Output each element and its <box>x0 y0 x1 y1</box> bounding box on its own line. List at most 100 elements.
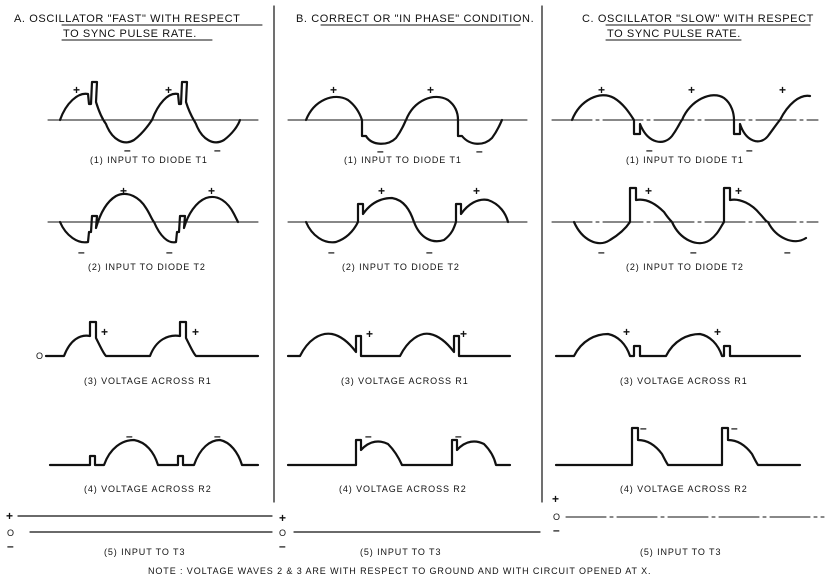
caption: (4) VOLTAGE ACROSS R2 <box>339 484 467 494</box>
plus-label: + <box>460 327 467 341</box>
plus-label: + <box>366 327 373 341</box>
minus-label: – <box>640 421 647 435</box>
panel-a-wave-5: + O – (5) INPUT TO T3 <box>6 509 273 557</box>
caption: (4) VOLTAGE ACROSS R2 <box>84 484 212 494</box>
minus-label: – <box>690 245 697 259</box>
panel-a-wave-1: + + – – (1) INPUT TO DIODE T1 <box>47 80 259 165</box>
panel-c-wave-3: + + (3) VOLTAGE ACROSS R1 <box>554 325 802 386</box>
rectified-trace <box>44 320 260 358</box>
minus-label: – <box>166 245 173 259</box>
minus-label: – <box>214 429 221 443</box>
panel-c-wave-5: + O – (5) INPUT TO T3 <box>552 492 825 557</box>
minus-label: – <box>7 539 14 553</box>
minus-label: – <box>731 421 738 435</box>
plus-label: + <box>779 83 786 97</box>
caption: (1) INPUT TO DIODE T1 <box>90 155 208 165</box>
sine-trace <box>570 94 812 143</box>
caption: (5) INPUT TO T3 <box>640 547 721 557</box>
minus-label: – <box>426 245 433 259</box>
minus-label: – <box>598 245 605 259</box>
footnote: NOTE : VOLTAGE WAVES 2 & 3 ARE WITH RESP… <box>148 566 651 576</box>
plus-label: + <box>73 83 80 97</box>
panel-b-header: B. CORRECT OR "IN PHASE" CONDITION. <box>296 13 534 26</box>
panel-c-wave-1: + + + – – (1) INPUT TO DIODE T1 <box>551 83 819 165</box>
panel-b-wave-3: + + (3) VOLTAGE ACROSS R1 <box>286 327 512 386</box>
plus-label: + <box>688 83 695 97</box>
minus-label: – <box>279 539 286 553</box>
caption: (2) INPUT TO DIODE T2 <box>342 262 460 272</box>
caption: (1) INPUT TO DIODE T1 <box>626 155 744 165</box>
caption: (3) VOLTAGE ACROSS R1 <box>341 376 469 386</box>
zero-label: O <box>7 528 15 538</box>
plus-label: + <box>6 509 13 523</box>
sine-trace <box>304 95 504 145</box>
sine-trace <box>304 196 510 244</box>
panel-c-wave-4: – – (4) VOLTAGE ACROSS R2 <box>554 421 802 494</box>
zero-label: O <box>36 351 44 361</box>
rectified-trace <box>48 438 260 467</box>
minus-label: – <box>746 143 753 157</box>
panel-b-wave-5: + O – (5) INPUT TO T3 <box>279 511 541 557</box>
rectified-trace <box>554 332 802 358</box>
zero-label: O <box>279 528 287 538</box>
plus-label: + <box>623 325 630 339</box>
sine-trace <box>572 186 808 245</box>
caption: (1) INPUT TO DIODE T1 <box>344 155 462 165</box>
panel-b-wave-1: + + – – (1) INPUT TO DIODE T1 <box>287 83 528 165</box>
minus-label: – <box>328 245 335 259</box>
minus-label: – <box>365 429 372 443</box>
panel-b-wave-4: – – (4) VOLTAGE ACROSS R2 <box>286 429 512 494</box>
panel-b-wave-2: + + – – (2) INPUT TO DIODE T2 <box>287 184 528 272</box>
panel-a-header-line1: A. OSCILLATOR "FAST" WITH RESPECT <box>14 13 240 25</box>
panel-b-header-line1: B. CORRECT OR "IN PHASE" CONDITION. <box>296 13 534 25</box>
panel-a-header-line2: TO SYNC PULSE RATE. <box>63 28 197 40</box>
panel-a-wave-2: + + – – (2) INPUT TO DIODE T2 <box>47 184 259 272</box>
rectified-trace <box>286 332 512 358</box>
minus-label: – <box>553 523 560 537</box>
plus-label: + <box>279 511 286 525</box>
minus-label: – <box>455 429 462 443</box>
caption: (2) INPUT TO DIODE T2 <box>626 262 744 272</box>
panel-c-header-line2: TO SYNC PULSE RATE. <box>607 28 741 40</box>
plus-label: + <box>645 184 652 198</box>
panel-c-wave-2: + + – – – (2) INPUT TO DIODE T2 <box>551 184 819 272</box>
minus-label: – <box>377 144 384 158</box>
rectified-trace <box>554 426 802 467</box>
caption: (5) INPUT TO T3 <box>104 547 185 557</box>
panel-a-wave-3: O + + (3) VOLTAGE ACROSS R1 <box>36 320 260 386</box>
panel-a-wave-4: – – (4) VOLTAGE ACROSS R2 <box>48 429 260 494</box>
minus-label: – <box>126 429 133 443</box>
caption: (2) INPUT TO DIODE T2 <box>88 262 206 272</box>
minus-label: – <box>476 144 483 158</box>
panel-c-header: C. OSCILLATOR "SLOW" WITH RESPECT TO SYN… <box>582 13 814 41</box>
plus-label: + <box>192 325 199 339</box>
plus-label: + <box>120 184 127 198</box>
plus-label: + <box>330 83 337 97</box>
sine-trace <box>58 80 242 144</box>
plus-label: + <box>598 83 605 97</box>
caption: (5) INPUT TO T3 <box>360 547 441 557</box>
caption: (3) VOLTAGE ACROSS R1 <box>620 376 748 386</box>
caption: (4) VOLTAGE ACROSS R2 <box>620 484 748 494</box>
plus-label: + <box>552 492 559 506</box>
plus-label: + <box>165 83 172 97</box>
minus-label: – <box>214 143 221 157</box>
panel-c-header-line1: C. OSCILLATOR "SLOW" WITH RESPECT <box>582 13 814 25</box>
panel-a-header: A. OSCILLATOR "FAST" WITH RESPECT TO SYN… <box>14 13 263 41</box>
caption: (3) VOLTAGE ACROSS R1 <box>84 376 212 386</box>
sine-trace <box>58 192 240 244</box>
minus-label: – <box>784 245 791 259</box>
zero-label: O <box>553 512 561 522</box>
rectified-trace <box>286 438 512 467</box>
plus-label: + <box>427 83 434 97</box>
plus-label: + <box>714 325 721 339</box>
minus-label: – <box>646 143 653 157</box>
plus-label: + <box>473 184 480 198</box>
plus-label: + <box>208 184 215 198</box>
plus-label: + <box>378 184 385 198</box>
minus-label: – <box>124 143 131 157</box>
plus-label: + <box>735 184 742 198</box>
minus-label: – <box>78 245 85 259</box>
plus-label: + <box>101 325 108 339</box>
